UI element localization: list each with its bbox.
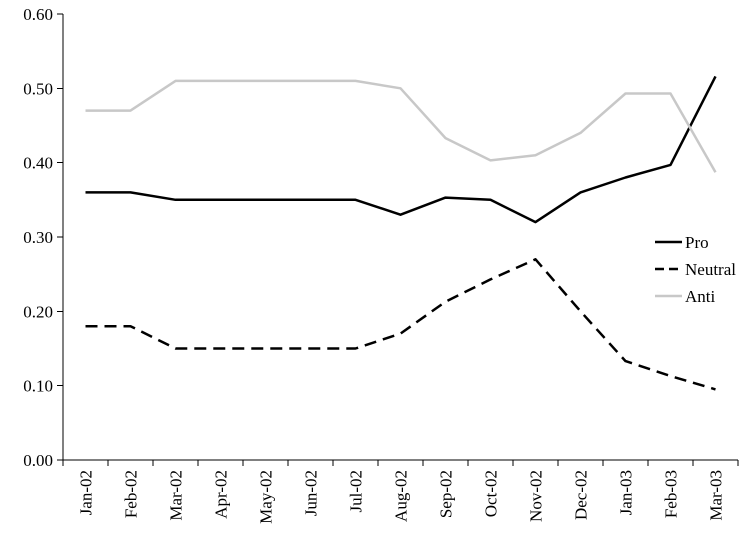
x-tick-label: Feb-02	[122, 470, 141, 518]
y-tick-label: 0.10	[23, 377, 53, 396]
x-tick-label: Aug-02	[392, 470, 411, 522]
series-line-anti	[85, 79, 717, 173]
y-tick-label: 0.00	[23, 451, 53, 470]
y-tick-label: 0.60	[23, 5, 53, 24]
x-tick-label: Apr-02	[212, 470, 231, 519]
x-tick-label: Dec-02	[572, 470, 591, 520]
legend-label-neutral: Neutral	[685, 260, 736, 279]
legend-label-pro: Pro	[685, 233, 709, 252]
series-line-pro	[85, 75, 717, 224]
x-tick-label: Nov-02	[527, 470, 546, 522]
x-tick-label: Oct-02	[482, 470, 501, 517]
x-axis-ticks: Jan-02 Feb-02 Mar-02 Apr-02 May-02 Jun-02 Jul-…	[62, 460, 739, 524]
legend-label-anti: Anti	[685, 287, 716, 306]
x-tick-label: May-02	[257, 470, 276, 524]
y-tick-label: 0.20	[23, 302, 53, 321]
x-tick-label: Sep-02	[437, 470, 456, 518]
y-tick-label: 0.40	[23, 154, 53, 173]
x-tick-label: Feb-03	[662, 470, 681, 518]
x-tick-label: Jan-03	[617, 470, 636, 515]
x-tick-label: Jan-02	[77, 470, 96, 515]
series-layer	[85, 75, 717, 391]
legend: Pro Neutral Anti	[655, 233, 736, 306]
y-tick-label: 0.30	[23, 228, 53, 247]
x-tick-label: Mar-03	[707, 470, 726, 521]
x-tick-label: Jun-02	[302, 470, 321, 516]
series-line-neutral	[85, 258, 716, 391]
x-tick-label: Mar-02	[167, 470, 186, 521]
x-tick-label: Jul-02	[347, 470, 366, 513]
y-tick-label: 0.50	[23, 79, 53, 98]
y-axis-ticks: 0.00 0.10 0.20 0.30 0.40 0.50 0.60	[23, 5, 63, 470]
